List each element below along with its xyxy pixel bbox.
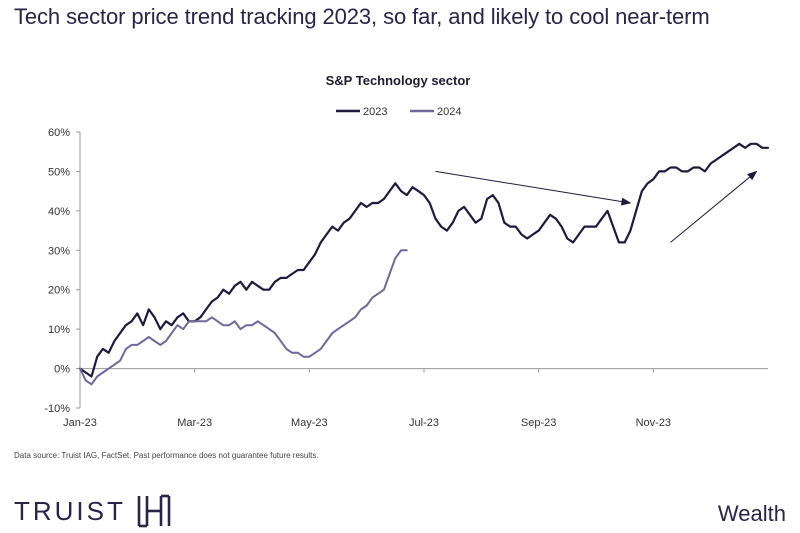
y-tick-label: 30% — [48, 245, 70, 257]
y-tick-label: 50% — [48, 166, 70, 178]
series-line-2023 — [78, 142, 770, 378]
trend-arrow-1 — [435, 170, 632, 206]
logo-wordmark: TRUIST — [14, 495, 126, 526]
trend-arrow-2 — [670, 170, 758, 243]
page-title: Tech sector price trend tracking 2023, s… — [14, 4, 710, 29]
x-tick-label: Sep-23 — [521, 417, 556, 429]
legend: 2023 2024 — [336, 106, 461, 118]
y-tick-label: 60% — [48, 127, 70, 139]
y-tick-label: 0% — [54, 364, 70, 376]
chart-title: S&P Technology sector — [326, 73, 471, 88]
footnote: Data source: Truist IAG, FactSet. Past p… — [14, 451, 319, 460]
y-tick-label: -10% — [44, 403, 70, 415]
legend-label-2024: 2024 — [437, 106, 461, 118]
y-tick-label: 10% — [48, 324, 70, 336]
y-axis: -10% 0% 10% 20% 30% 40% 50% 60% — [44, 127, 81, 415]
x-tick-label: May-23 — [291, 417, 328, 429]
chart: S&P Technology sector 2023 2024 -10% 0% 10… — [44, 73, 770, 429]
y-tick-label: 20% — [48, 285, 70, 297]
x-tick-label: Mar-23 — [177, 417, 212, 429]
legend-label-2023: 2023 — [363, 106, 387, 118]
y-tick-label: 40% — [48, 206, 70, 218]
logo-mark: HH — [137, 494, 171, 528]
series-layer — [78, 142, 770, 386]
x-axis: Jan-23 Mar-23 May-23 Jul-23 Sep-23 Nov-23 — [63, 368, 768, 429]
x-tick-label: Jul-23 — [409, 417, 439, 429]
truist-logo: TRUIST HH — [14, 494, 172, 528]
brand-tag: Wealth — [717, 501, 786, 526]
annotation-layer — [435, 170, 758, 243]
series-line-2024 — [79, 249, 408, 386]
x-tick-label: Nov-23 — [636, 417, 671, 429]
x-tick-label: Jan-23 — [63, 417, 97, 429]
